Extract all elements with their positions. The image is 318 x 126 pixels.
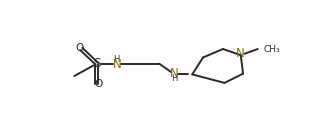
Text: H: H: [171, 74, 178, 83]
Text: N: N: [170, 67, 179, 80]
Text: H: H: [114, 55, 120, 64]
Text: N: N: [112, 58, 121, 71]
Text: CH₃: CH₃: [263, 44, 280, 54]
Text: O: O: [76, 43, 84, 53]
Text: S: S: [93, 57, 100, 70]
Text: N: N: [236, 47, 245, 60]
Text: O: O: [94, 79, 102, 89]
